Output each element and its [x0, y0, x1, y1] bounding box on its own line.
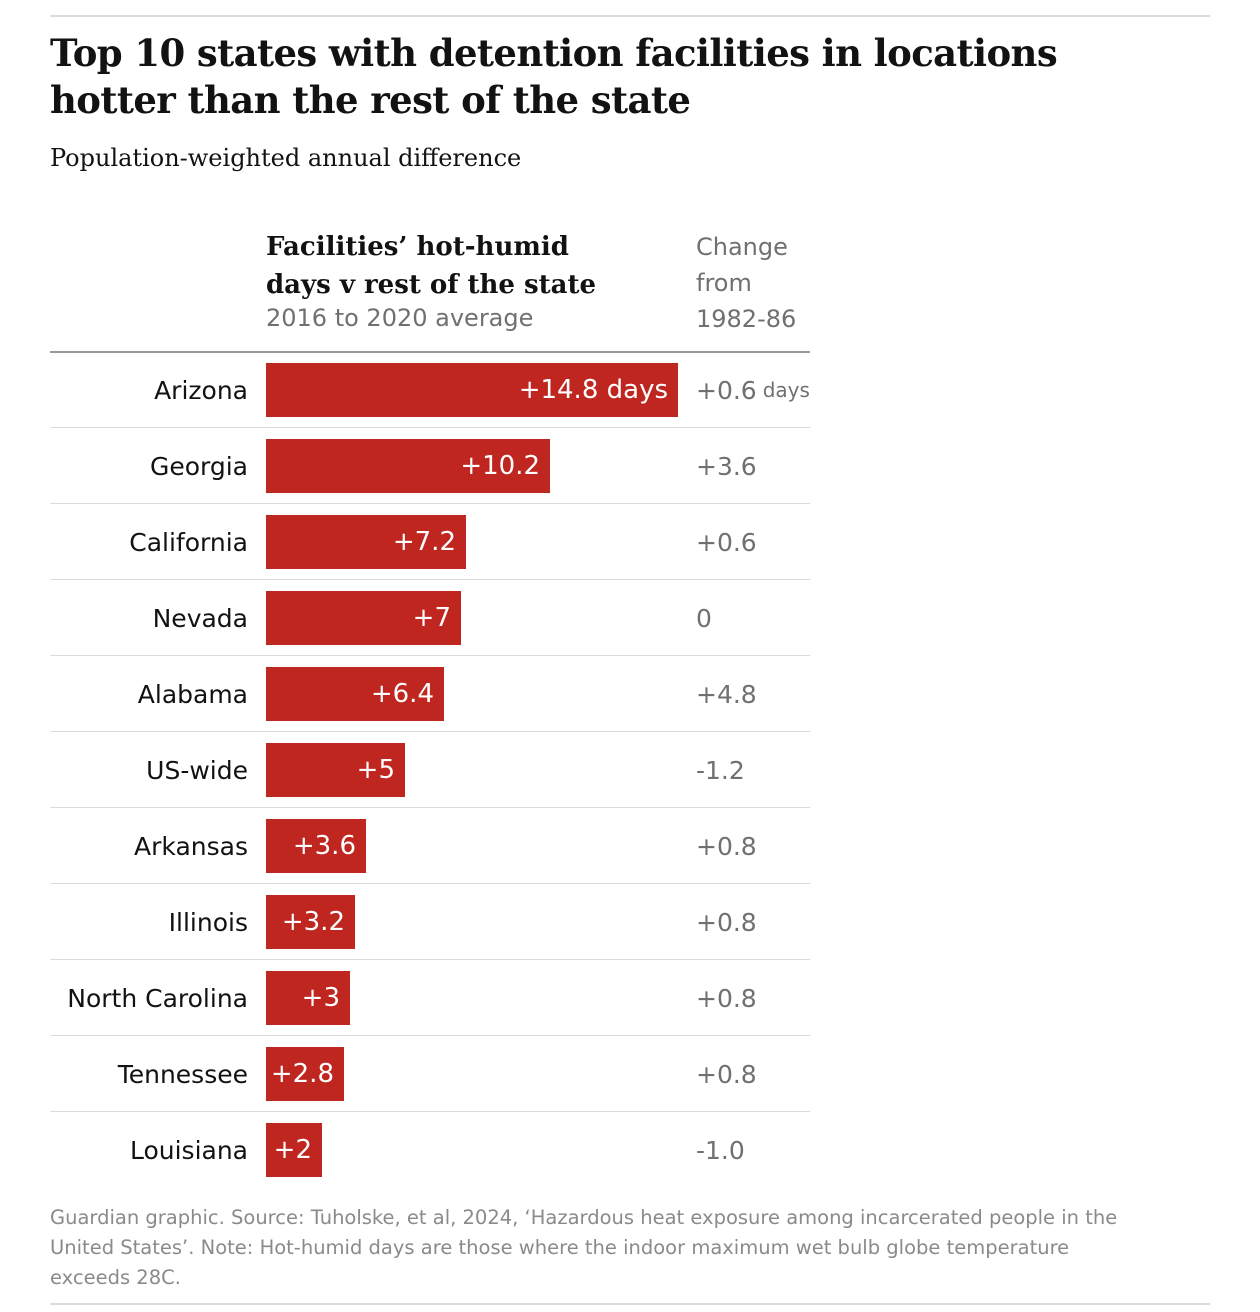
- bar: +6.4: [266, 667, 444, 721]
- bar-row: Nevada +7 0: [50, 580, 810, 656]
- category-label: Tennessee: [117, 1059, 248, 1089]
- bar: +14.8 days: [266, 363, 678, 417]
- bar-value-label: +10.2: [460, 451, 540, 481]
- change-value: +0.8: [696, 808, 757, 884]
- bar-value-label: +3: [301, 983, 340, 1013]
- source-note-line1: Guardian graphic. Source: Tuholske, et a…: [50, 1206, 1118, 1229]
- category-label: Alabama: [137, 679, 248, 709]
- change-column-header: Change from 1982-86: [696, 229, 836, 337]
- category-label: Louisiana: [129, 1135, 248, 1165]
- bottom-rule: [50, 1303, 1210, 1305]
- bar: +2: [266, 1123, 322, 1177]
- row-divider: [50, 503, 810, 504]
- source-note: Guardian graphic. Source: Tuholske, et a…: [50, 1203, 1220, 1293]
- category-label: Georgia: [149, 451, 248, 481]
- row-divider: [50, 731, 810, 732]
- bar-row: Arkansas +3.6 +0.8: [50, 808, 810, 884]
- change-value: +4.8: [696, 656, 757, 732]
- change-column-header-line1: Change: [696, 233, 788, 261]
- value-column-header-line1: Facilities’ hot-humid: [266, 232, 569, 262]
- bar-row: US-wide +5 -1.2: [50, 732, 810, 808]
- change-number: +4.8: [696, 679, 757, 709]
- value-column-subheader: 2016 to 2020 average: [266, 304, 534, 332]
- change-number: 0: [696, 603, 712, 633]
- change-value: 0: [696, 580, 712, 656]
- bar: +10.2: [266, 439, 550, 493]
- bar-value-label: +5: [356, 755, 395, 785]
- bar: +3.2: [266, 895, 355, 949]
- bar-row: California +7.2 +0.6: [50, 504, 810, 580]
- value-column-header-line2: days v rest of the state: [266, 270, 597, 300]
- category-label: California: [129, 527, 248, 557]
- bar-row: Alabama +6.4 +4.8: [50, 656, 810, 732]
- bar-row: Illinois +3.2 +0.8: [50, 884, 810, 960]
- value-column-header: Facilities’ hot-humid days v rest of the…: [266, 228, 666, 304]
- bar-value-label: +14.8 days: [518, 375, 668, 405]
- bar: +3.6: [266, 819, 366, 873]
- change-number: +0.8: [696, 1059, 757, 1089]
- bar-value-label: +3.2: [281, 907, 345, 937]
- chart-title: Top 10 states with detention facilities …: [50, 31, 1058, 122]
- change-value: +0.6 days: [696, 352, 810, 428]
- row-divider: [50, 807, 810, 808]
- category-label: North Carolina: [67, 983, 248, 1013]
- bar: +5: [266, 743, 405, 797]
- source-note-line2: United States’. Note: Hot-humid days are…: [50, 1236, 1070, 1259]
- change-number: +3.6: [696, 451, 757, 481]
- category-label: Illinois: [168, 907, 248, 937]
- change-number: -1.0: [696, 1135, 745, 1165]
- category-label: Nevada: [152, 603, 248, 633]
- row-divider: [50, 883, 810, 884]
- change-value: +0.6: [696, 504, 757, 580]
- change-number: +0.8: [696, 907, 757, 937]
- change-number: -1.2: [696, 755, 745, 785]
- change-column-header-line3: 1982-86: [696, 305, 797, 333]
- row-divider: [50, 1111, 810, 1112]
- change-value: +0.8: [696, 960, 757, 1036]
- bar: +7.2: [266, 515, 466, 569]
- category-label: US-wide: [146, 755, 248, 785]
- header-divider: [50, 351, 810, 353]
- row-divider: [50, 427, 810, 428]
- bar-row: Georgia +10.2 +3.6: [50, 428, 810, 504]
- row-divider: [50, 579, 810, 580]
- bar-value-label: +6.4: [370, 679, 434, 709]
- change-number: +0.6: [696, 527, 757, 557]
- category-label: Arizona: [154, 375, 248, 405]
- row-divider: [50, 655, 810, 656]
- top-rule: [50, 15, 1210, 17]
- change-value: +0.8: [696, 884, 757, 960]
- change-column-header-line2: from: [696, 269, 752, 297]
- row-divider: [50, 1035, 810, 1036]
- change-number: +0.8: [696, 983, 757, 1013]
- change-value: +3.6: [696, 428, 757, 504]
- bar-value-label: +7.2: [392, 527, 456, 557]
- bar-value-label: +3.6: [292, 831, 356, 861]
- change-value: +0.8: [696, 1036, 757, 1112]
- bar-value-label: +2: [273, 1135, 312, 1165]
- bar-row: Tennessee +2.8 +0.8: [50, 1036, 810, 1112]
- bar: +2.8: [266, 1047, 344, 1101]
- change-number: +0.6: [696, 375, 757, 405]
- row-divider: [50, 959, 810, 960]
- bar-row: Arizona +14.8 days +0.6 days: [50, 352, 810, 428]
- source-note-line3: exceeds 28C.: [50, 1266, 181, 1289]
- chart-subtitle: Population-weighted annual difference: [50, 144, 522, 172]
- bar: +3: [266, 971, 350, 1025]
- bar-value-label: +7: [412, 603, 451, 633]
- bar: +7: [266, 591, 461, 645]
- change-value: -1.2: [696, 732, 745, 808]
- change-unit: days: [762, 378, 810, 402]
- bar-row: North Carolina +3 +0.8: [50, 960, 810, 1036]
- bar-row: Louisiana +2 -1.0: [50, 1112, 810, 1188]
- change-number: +0.8: [696, 831, 757, 861]
- change-value: -1.0: [696, 1112, 745, 1188]
- bar-value-label: +2.8: [270, 1059, 334, 1089]
- category-label: Arkansas: [134, 831, 248, 861]
